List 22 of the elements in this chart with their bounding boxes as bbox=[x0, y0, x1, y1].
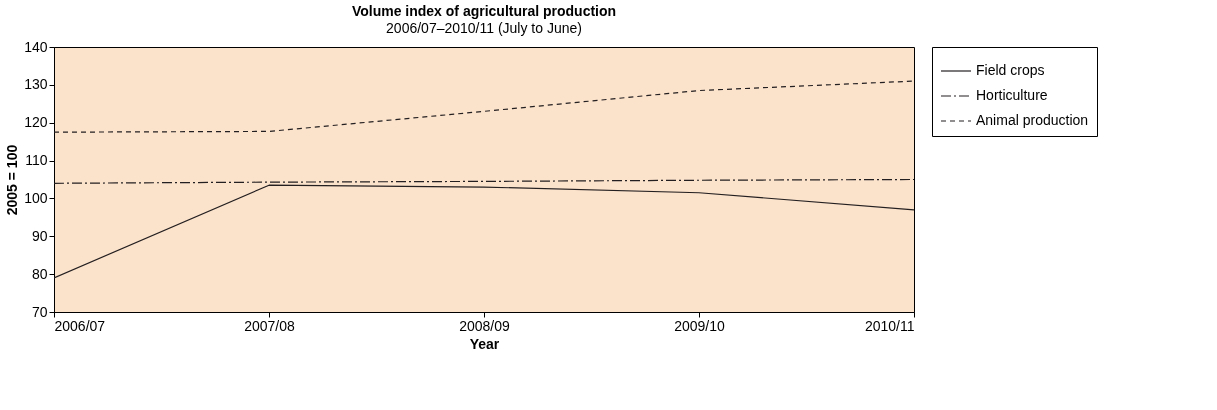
x-tick-label: 2006/07 bbox=[54, 317, 106, 334]
x-tick-label: 2010/11 bbox=[864, 317, 915, 334]
y-tick-label: 130 bbox=[24, 76, 48, 93]
y-tick-label: 140 bbox=[24, 38, 48, 55]
x-axis-title: Year bbox=[469, 335, 500, 352]
y-tick-label: 110 bbox=[25, 152, 48, 169]
y-axis-title: 2005 = 100 bbox=[4, 144, 21, 216]
x-tick-label: 2008/09 bbox=[459, 317, 511, 334]
legend-label: Field crops bbox=[976, 62, 1045, 78]
y-tick-label: 120 bbox=[24, 114, 48, 131]
y-tick-label: 80 bbox=[31, 265, 48, 282]
y-tick-label: 90 bbox=[31, 227, 48, 244]
legend-label: Horticulture bbox=[976, 87, 1048, 103]
y-tick-label: 100 bbox=[24, 189, 48, 206]
x-tick-label: 2007/08 bbox=[244, 317, 296, 334]
y-tick-label: 70 bbox=[31, 303, 48, 320]
legend-label: Animal production bbox=[976, 112, 1089, 128]
chart-subtitle: 2006/07–2010/11 (July to June) bbox=[386, 20, 582, 36]
line-series bbox=[54, 80, 914, 133]
x-tick-label: 2009/10 bbox=[674, 317, 726, 334]
chart-title: Volume index of agricultural production bbox=[351, 3, 617, 19]
line-series bbox=[54, 184, 914, 279]
